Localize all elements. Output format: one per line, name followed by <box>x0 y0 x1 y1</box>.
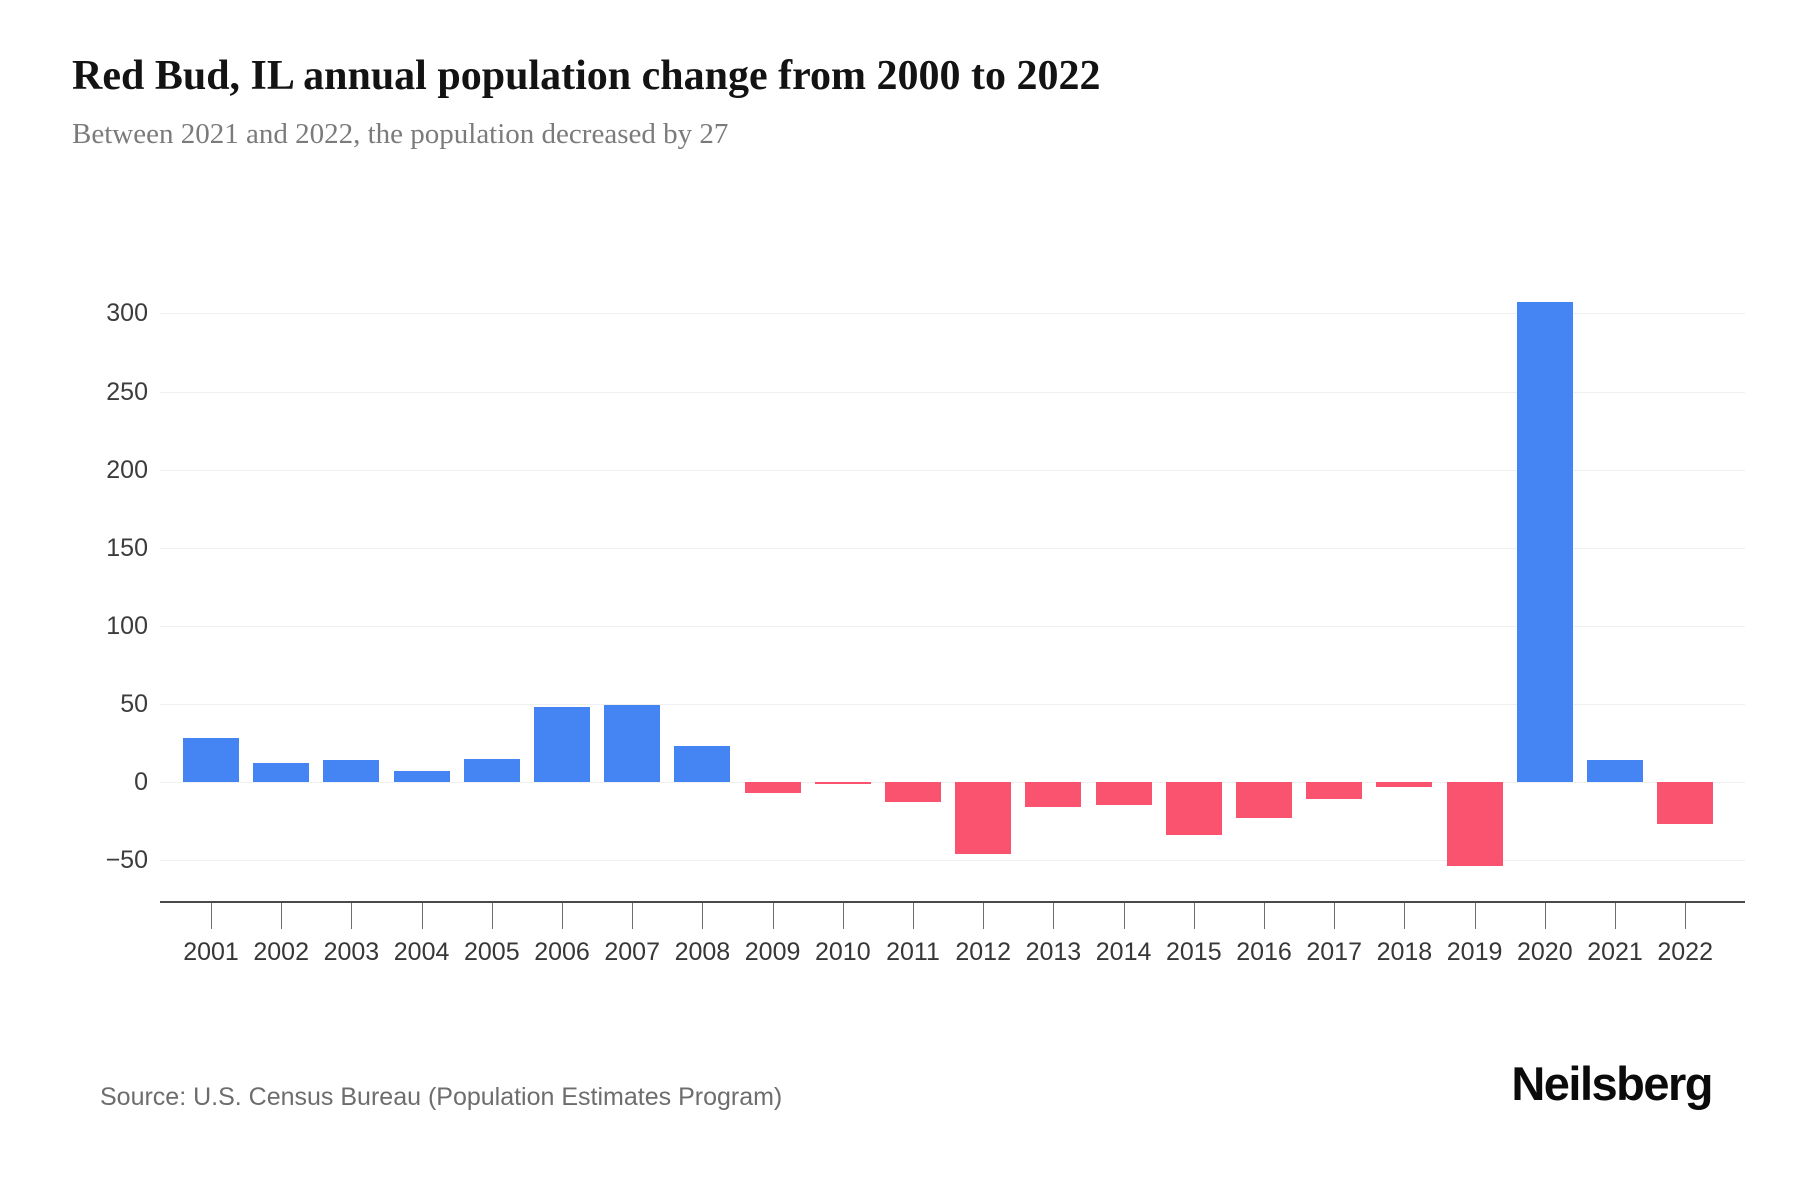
bar-2005 <box>463 758 520 782</box>
x-axis-tick-2013 <box>1053 903 1055 929</box>
x-axis-label-2001: 2001 <box>183 938 239 966</box>
x-axis-tick-2022 <box>1685 903 1687 929</box>
x-axis-label-2006: 2006 <box>534 938 590 966</box>
x-axis-label-2003: 2003 <box>323 938 380 966</box>
bar-2003 <box>323 760 380 782</box>
x-axis-tick-2020 <box>1544 903 1546 929</box>
x-axis-tick-2004 <box>421 903 423 929</box>
bar-chart-plot-area: 300 250 200 150 100 50 0 −50 2001 2002 2003 2004 200… <box>106 250 1745 966</box>
bar-2021 <box>1587 760 1643 782</box>
gridline-100 <box>160 625 1745 627</box>
x-axis-label-2005: 2005 <box>463 938 520 966</box>
x-axis-tick-2015 <box>1193 903 1195 929</box>
x-axis-label-2015: 2015 <box>1165 938 1222 966</box>
gridline-250 <box>160 391 1745 393</box>
bar-2020 <box>1516 302 1573 782</box>
x-axis-label-2014: 2014 <box>1095 938 1152 966</box>
x-axis-tick-2014 <box>1123 903 1125 929</box>
bar-2010 <box>814 782 871 784</box>
x-axis-label-2022: 2022 <box>1657 938 1713 966</box>
x-axis-tick-2007 <box>632 903 634 929</box>
x-axis-label-2010: 2010 <box>814 938 871 966</box>
bar-2018 <box>1376 782 1433 787</box>
x-axis-label-2007: 2007 <box>604 938 660 966</box>
bar-2013 <box>1025 782 1082 807</box>
bar-2016 <box>1236 782 1292 818</box>
bar-2019 <box>1446 782 1503 867</box>
x-axis-label-2002: 2002 <box>253 938 309 966</box>
bar-2006 <box>534 707 590 782</box>
gridline-0 <box>160 782 1745 783</box>
x-axis-tick-2018 <box>1404 903 1406 929</box>
x-axis-tick-2009 <box>772 903 774 929</box>
x-axis-label-2012: 2012 <box>955 938 1011 966</box>
bar-2007 <box>604 705 661 782</box>
x-axis-label-2004: 2004 <box>393 938 450 966</box>
source-caption: Source: U.S. Census Bureau (Population E… <box>100 1083 783 1111</box>
x-axis-label-2019: 2019 <box>1446 938 1503 966</box>
y-axis-label-100: 100 <box>106 611 148 640</box>
bar-2004 <box>393 771 450 782</box>
bar-2001 <box>183 738 239 782</box>
x-axis-tick-2021 <box>1615 903 1616 929</box>
x-axis-tick-2001 <box>211 903 212 929</box>
neilsberg-logo: Neilsberg <box>1511 1057 1713 1110</box>
gridline-50 <box>160 703 1745 705</box>
x-axis-tick-2008 <box>702 903 704 929</box>
x-axis-tick-2016 <box>1264 903 1265 929</box>
x-axis-tick-2005 <box>491 903 493 929</box>
x-axis-tick-2010 <box>842 903 844 929</box>
x-axis-label-2016: 2016 <box>1236 938 1292 966</box>
x-axis-label-2020: 2020 <box>1516 938 1573 966</box>
x-axis-label-2021: 2021 <box>1587 938 1643 966</box>
gridline-300 <box>160 313 1745 315</box>
y-axis-label-300: 300 <box>106 299 148 328</box>
bar-2009 <box>744 782 801 793</box>
x-axis-label-2011: 2011 <box>886 938 940 966</box>
y-axis-label-200: 200 <box>106 455 148 484</box>
y-axis-label-0: 0 <box>134 768 148 796</box>
gridline-200 <box>160 469 1745 471</box>
bar-2017 <box>1306 782 1363 800</box>
x-axis-tick-2006 <box>562 903 563 929</box>
bar-2002 <box>253 763 310 782</box>
x-axis-label-2017: 2017 <box>1306 938 1362 966</box>
gridline-150 <box>160 547 1745 549</box>
x-axis-tick-2011 <box>913 903 914 929</box>
x-axis-tick-2002 <box>281 903 283 929</box>
y-axis-label-250: 250 <box>106 377 148 406</box>
bar-2015 <box>1165 782 1222 836</box>
x-axis-tick-2012 <box>983 903 985 929</box>
chart-title: Red Bud, IL annual population change fro… <box>72 53 1101 99</box>
y-axis-label--50: −50 <box>105 846 148 875</box>
gridline--50 <box>160 860 1745 862</box>
x-axis-tick-2017 <box>1334 903 1336 929</box>
x-axis-label-2013: 2013 <box>1025 938 1082 966</box>
bar-2011 <box>885 782 941 803</box>
bar-2012 <box>955 782 1012 854</box>
bar-2014 <box>1095 782 1152 806</box>
y-axis-label-50: 50 <box>120 689 148 718</box>
x-axis-label-2018: 2018 <box>1376 938 1433 966</box>
x-axis-label-2008: 2008 <box>674 938 731 966</box>
x-axis-tick-2019 <box>1474 903 1476 929</box>
bar-2022 <box>1657 782 1714 825</box>
x-axis-tick-2003 <box>351 903 353 929</box>
x-axis-label-2009: 2009 <box>744 938 801 966</box>
y-axis-label-150: 150 <box>106 533 148 562</box>
bar-2008 <box>674 746 731 782</box>
chart-subtitle: Between 2021 and 2022, the population de… <box>72 118 729 150</box>
